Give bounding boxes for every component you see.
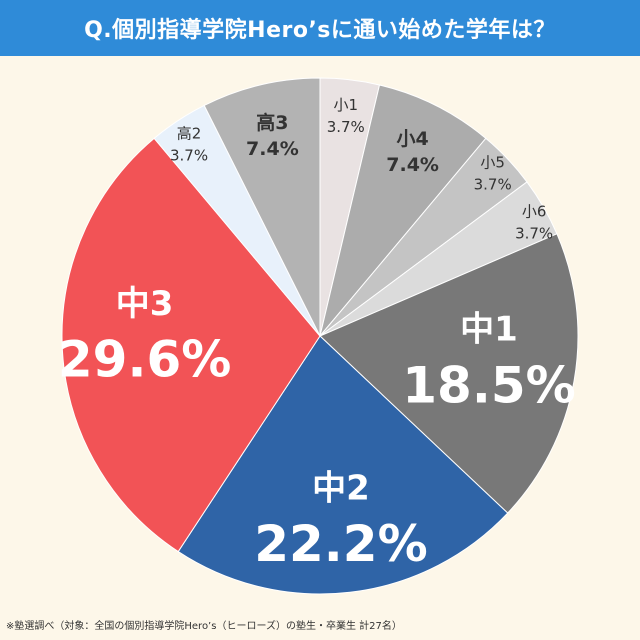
pie-chart: 小1 3.7% 小4 7.4% 小5 3.7% 小6 3.7% 中1 18.5% 中2 22.2% 中3… [0, 56, 640, 616]
slice-percent-sho6: 3.7% [515, 224, 553, 242]
footnote: ※塾選調べ（対象：全国の個別指導学院Hero’s（ヒーローズ）の塾生・卒業生 計… [6, 621, 402, 632]
slice-percent-ko3: 7.4% [246, 138, 299, 160]
slice-percent-chu2: 22.2% [254, 515, 427, 573]
slice-label-sho4: 小4 [397, 128, 429, 150]
slice-label-chu3: 中3 [116, 284, 174, 324]
pie-slices [61, 77, 579, 595]
pie-slice-chu1 [319, 233, 579, 514]
pie-chart-svg: 小1 3.7% 小4 7.4% 小5 3.7% 小6 3.7% 中1 18.5% 中2 22.2% 中3… [58, 77, 579, 595]
slice-percent-chu1: 18.5% [402, 356, 575, 414]
title-bar: Q.個別指導学院Hero’sに通い始めた学年は？ [0, 0, 640, 56]
slice-percent-ko2: 3.7% [170, 147, 208, 165]
slice-label-sho6: 小6 [522, 202, 547, 220]
slice-percent-chu3: 29.6% [58, 330, 231, 388]
slice-percent-sho4: 7.4% [386, 154, 439, 176]
pie-labels: 小1 3.7% 小4 7.4% 小5 3.7% 小6 3.7% 中1 18.5% 中2 22.2% 中3… [58, 96, 576, 573]
slice-label-sho5: 小5 [480, 153, 505, 171]
slice-label-sho1: 小1 [333, 96, 358, 114]
pie-slice-sho4 [319, 84, 487, 337]
slice-percent-sho5: 3.7% [474, 175, 512, 193]
slice-label-ko2: 高2 [177, 125, 202, 143]
slice-label-chu2: 中2 [312, 468, 370, 508]
slice-label-ko3: 高3 [256, 111, 288, 134]
slice-label-chu1: 中1 [460, 310, 518, 350]
pie-slice-ko3 [203, 77, 321, 337]
slice-percent-sho1: 3.7% [327, 118, 365, 136]
pie-slice-chu2 [177, 335, 509, 595]
pie-slice-chu3 [61, 137, 321, 553]
chart-title: Q.個別指導学院Hero’sに通い始めた学年は？ [84, 18, 556, 43]
